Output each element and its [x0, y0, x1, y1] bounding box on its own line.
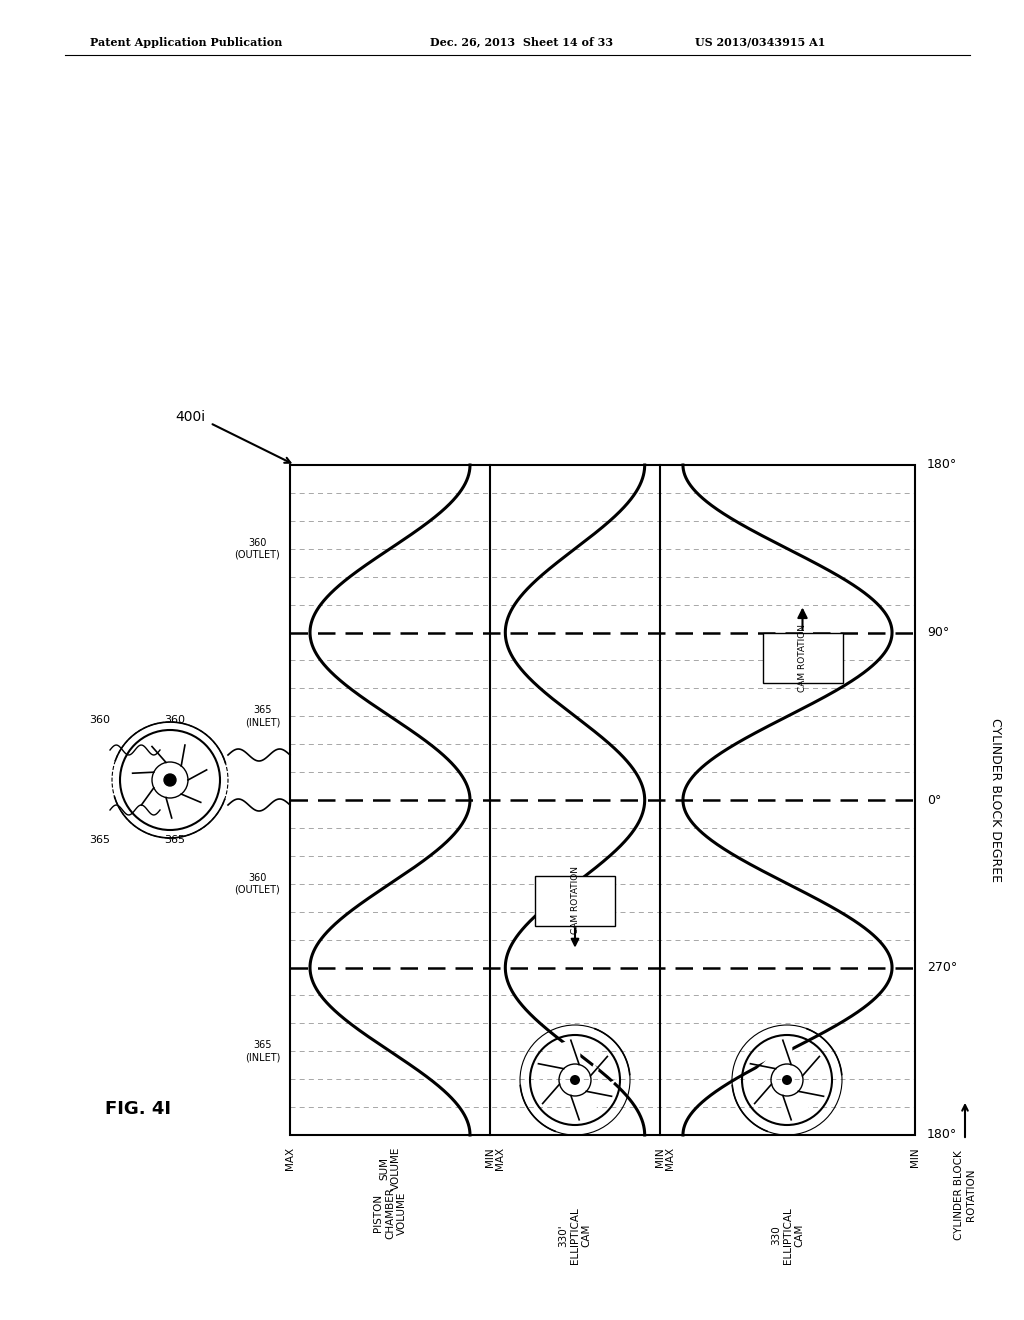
Text: MIN: MIN	[655, 1147, 665, 1167]
Bar	[763, 632, 843, 682]
Text: SUM
VOLUME: SUM VOLUME	[379, 1147, 400, 1191]
Text: 90°: 90°	[927, 626, 949, 639]
Text: 0°: 0°	[927, 793, 941, 807]
Text: MAX: MAX	[665, 1147, 675, 1170]
Bar	[535, 875, 615, 925]
Text: 270°: 270°	[927, 961, 957, 974]
Circle shape	[164, 774, 176, 785]
Bar	[290, 465, 915, 1135]
Text: 180°: 180°	[927, 458, 957, 471]
Text: 365
(INLET): 365 (INLET)	[245, 1040, 280, 1063]
Text: CYLINDER BLOCK DEGREE: CYLINDER BLOCK DEGREE	[988, 718, 1001, 882]
Text: FIG. 4I: FIG. 4I	[105, 1100, 171, 1118]
Text: Patent Application Publication: Patent Application Publication	[90, 37, 283, 48]
Text: 365: 365	[165, 836, 185, 845]
Circle shape	[570, 1074, 580, 1085]
Circle shape	[782, 1074, 792, 1085]
Text: Dec. 26, 2013  Sheet 14 of 33: Dec. 26, 2013 Sheet 14 of 33	[430, 37, 613, 48]
Text: 180°: 180°	[927, 1129, 957, 1142]
Text: 360: 360	[89, 715, 111, 725]
Text: CAM ROTATION: CAM ROTATION	[570, 866, 580, 935]
Text: PISTON
CHAMBER
VOLUME: PISTON CHAMBER VOLUME	[374, 1187, 407, 1239]
Text: 365
(INLET): 365 (INLET)	[245, 705, 280, 727]
Text: CAM ROTATION: CAM ROTATION	[798, 623, 807, 692]
Text: 400i: 400i	[175, 411, 205, 424]
Text: MAX: MAX	[495, 1147, 505, 1170]
Text: 365: 365	[89, 836, 111, 845]
Text: 360: 360	[165, 715, 185, 725]
Text: 330'
ELLIPTICAL
CAM: 330' ELLIPTICAL CAM	[558, 1206, 592, 1263]
Text: MAX: MAX	[285, 1147, 295, 1170]
Text: 360
(OUTLET): 360 (OUTLET)	[234, 873, 280, 895]
Text: CYLINDER BLOCK
ROTATION: CYLINDER BLOCK ROTATION	[954, 1150, 976, 1239]
Text: US 2013/0343915 A1: US 2013/0343915 A1	[695, 37, 825, 48]
Text: 330
ELLIPTICAL
CAM: 330 ELLIPTICAL CAM	[771, 1206, 804, 1263]
Text: MIN: MIN	[910, 1147, 920, 1167]
Text: MIN: MIN	[485, 1147, 495, 1167]
Text: 360
(OUTLET): 360 (OUTLET)	[234, 539, 280, 560]
